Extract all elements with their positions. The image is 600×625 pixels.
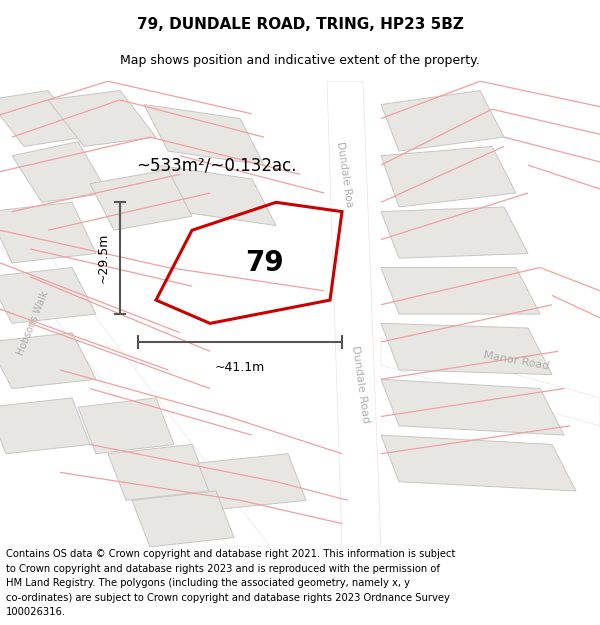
Text: 79: 79 xyxy=(245,249,283,277)
Text: Map shows position and indicative extent of the property.: Map shows position and indicative extent… xyxy=(120,54,480,68)
Polygon shape xyxy=(0,268,96,323)
Text: to Crown copyright and database rights 2023 and is reproduced with the permissio: to Crown copyright and database rights 2… xyxy=(6,564,440,574)
Polygon shape xyxy=(381,323,552,374)
Text: ~29.5m: ~29.5m xyxy=(97,233,110,283)
Text: HM Land Registry. The polygons (including the associated geometry, namely x, y: HM Land Registry. The polygons (includin… xyxy=(6,578,410,588)
Polygon shape xyxy=(198,454,306,509)
Polygon shape xyxy=(0,202,96,263)
Text: 79, DUNDALE ROAD, TRING, HP23 5BZ: 79, DUNDALE ROAD, TRING, HP23 5BZ xyxy=(137,17,463,32)
Polygon shape xyxy=(381,91,504,151)
Text: Contains OS data © Crown copyright and database right 2021. This information is : Contains OS data © Crown copyright and d… xyxy=(6,549,455,559)
Text: ~41.1m: ~41.1m xyxy=(215,361,265,374)
Text: Hobsons Walk: Hobsons Walk xyxy=(16,290,50,357)
Polygon shape xyxy=(0,91,84,146)
Text: 100026316.: 100026316. xyxy=(6,607,66,617)
Polygon shape xyxy=(78,398,174,454)
Polygon shape xyxy=(12,142,108,202)
Polygon shape xyxy=(90,170,192,230)
Polygon shape xyxy=(156,165,276,226)
Polygon shape xyxy=(0,230,270,547)
Polygon shape xyxy=(0,332,96,389)
Text: ~533m²/~0.132ac.: ~533m²/~0.132ac. xyxy=(136,156,296,174)
Polygon shape xyxy=(327,81,381,547)
Polygon shape xyxy=(108,444,210,500)
Polygon shape xyxy=(381,268,540,314)
Text: Dundale Road: Dundale Road xyxy=(350,344,370,423)
Polygon shape xyxy=(381,379,564,435)
Polygon shape xyxy=(144,104,264,165)
Text: co-ordinates) are subject to Crown copyright and database rights 2023 Ordnance S: co-ordinates) are subject to Crown copyr… xyxy=(6,592,450,602)
Polygon shape xyxy=(48,91,156,146)
Polygon shape xyxy=(381,207,528,258)
Polygon shape xyxy=(381,146,516,207)
Polygon shape xyxy=(381,435,576,491)
Polygon shape xyxy=(132,491,234,547)
Polygon shape xyxy=(381,338,600,426)
Text: Manor Road: Manor Road xyxy=(482,350,550,371)
Polygon shape xyxy=(0,398,90,454)
Text: Dundale Roa: Dundale Roa xyxy=(335,141,354,208)
